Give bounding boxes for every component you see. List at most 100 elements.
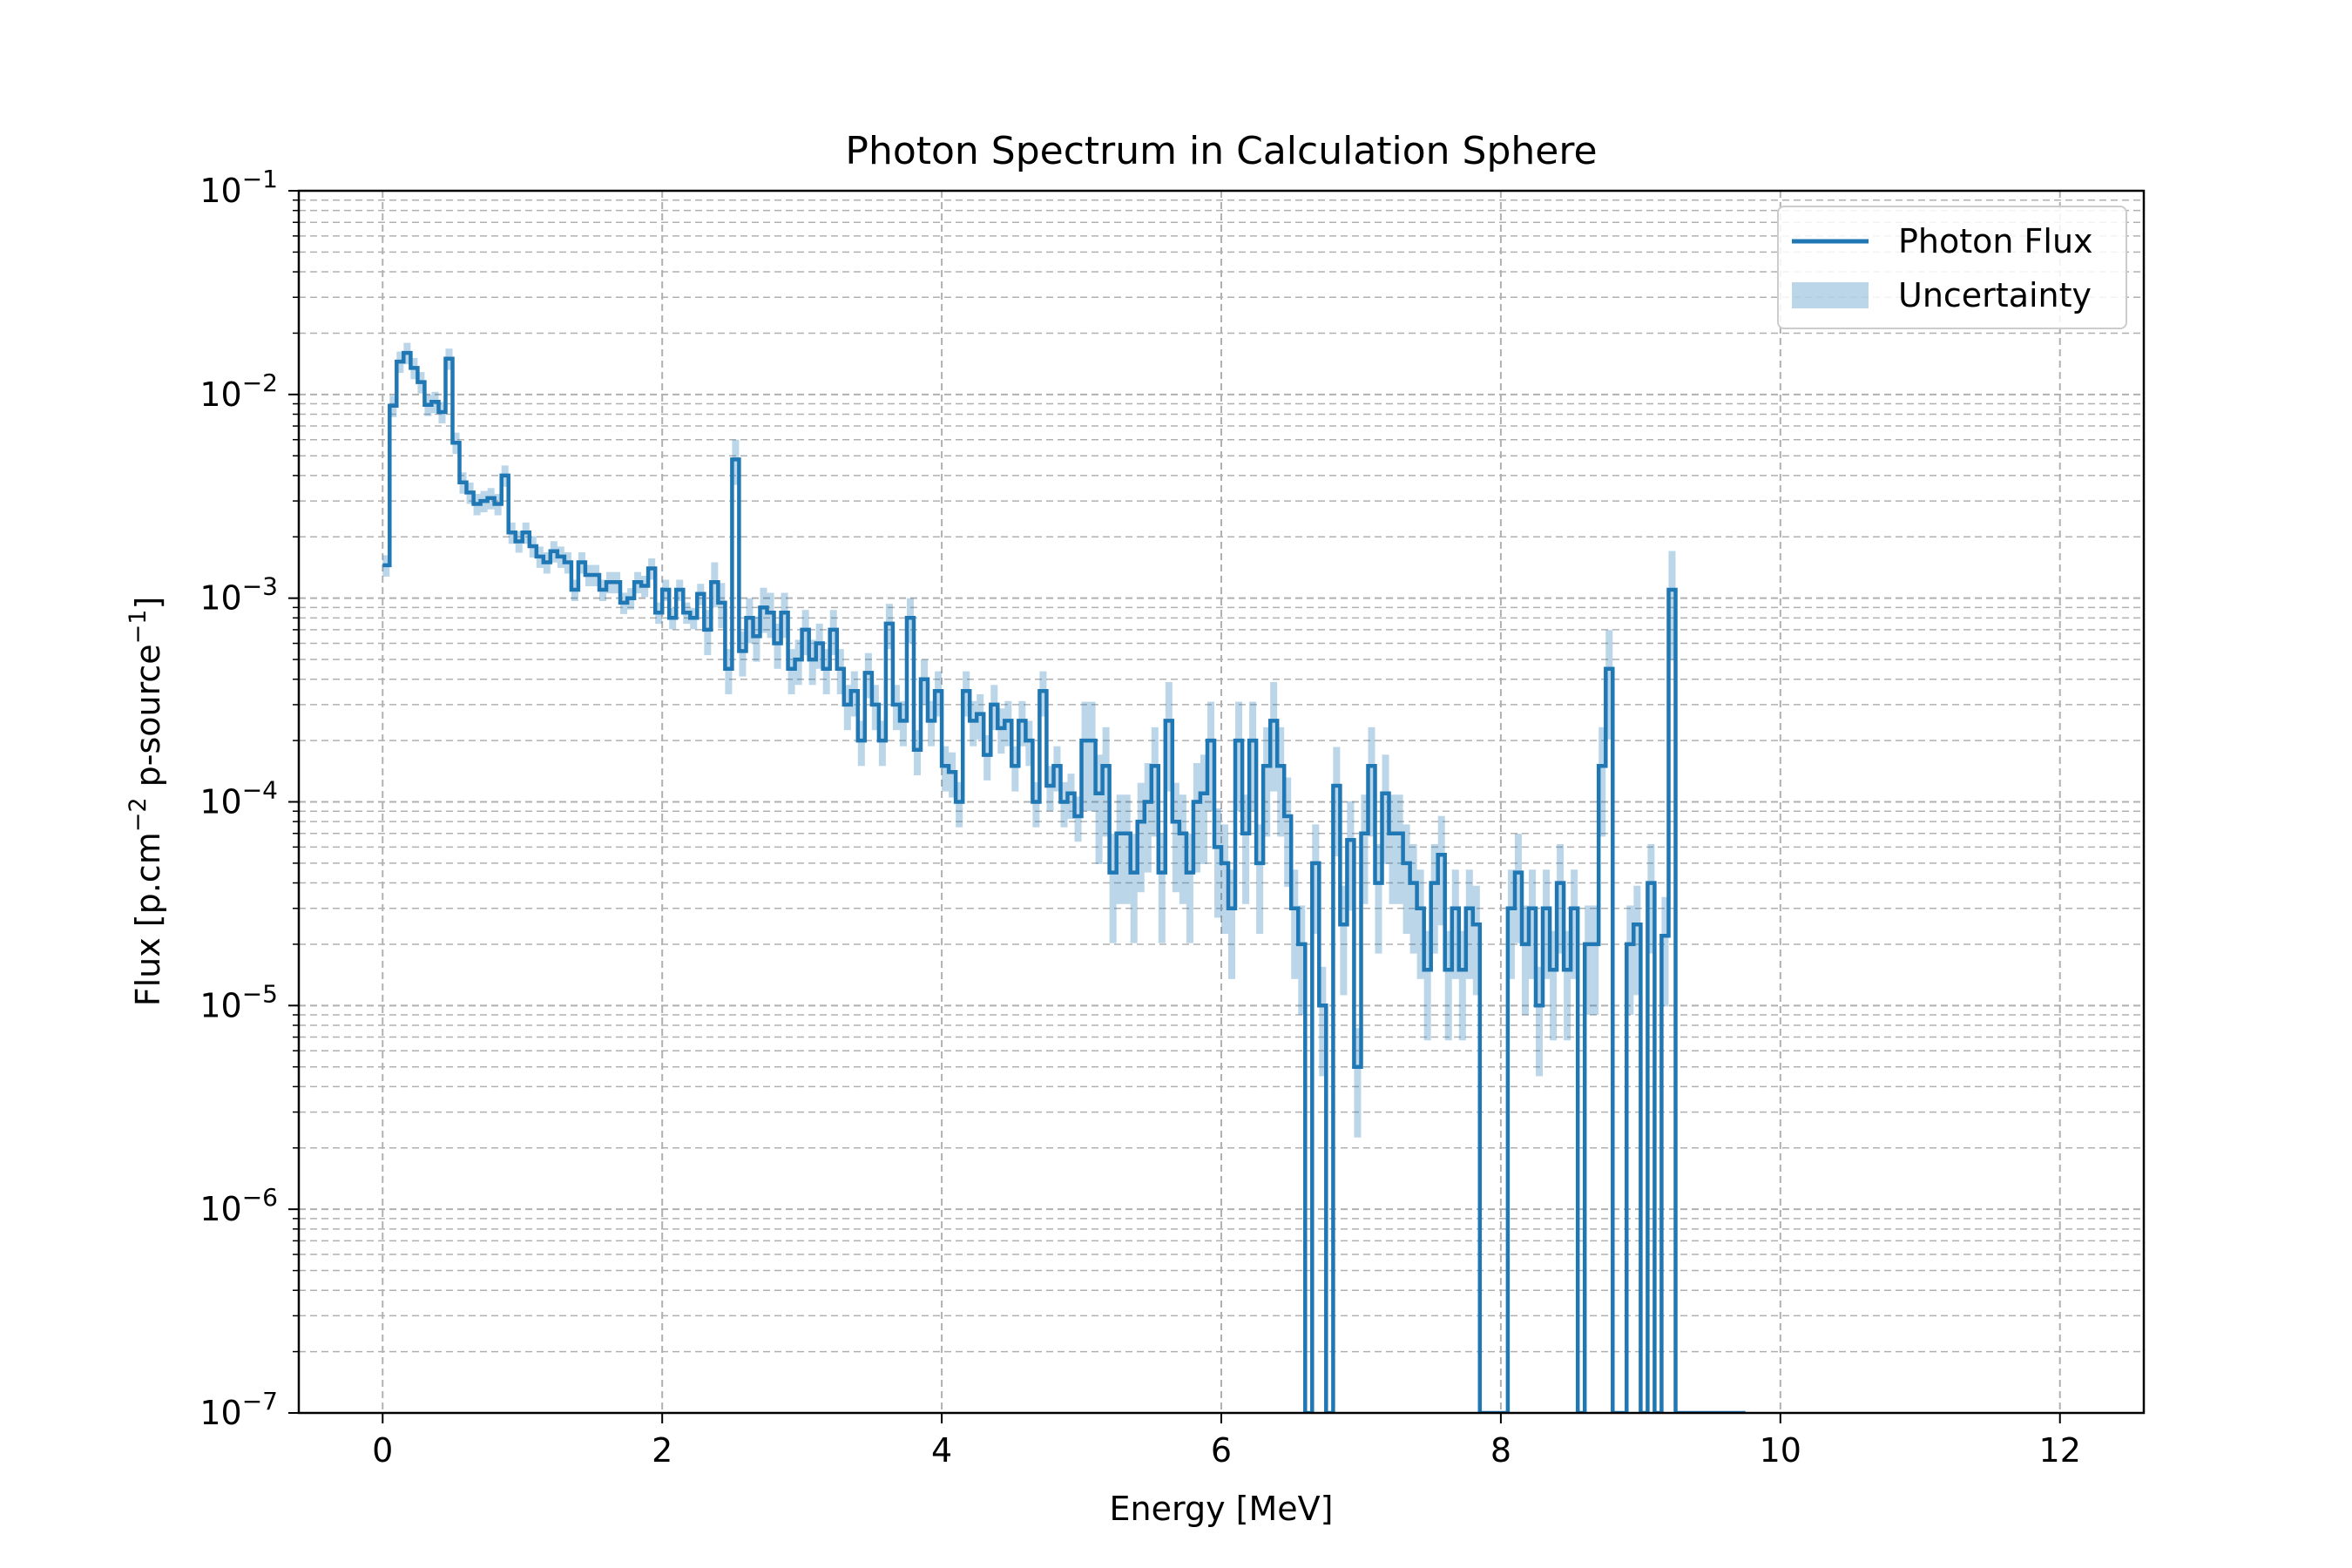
uncertainty-bin bbox=[1130, 834, 1138, 943]
uncertainty-bin bbox=[1633, 885, 1641, 996]
uncertainty-bin bbox=[1151, 727, 1159, 837]
uncertainty-bin bbox=[1465, 869, 1473, 979]
uncertainty-bin bbox=[732, 439, 740, 485]
uncertainty-bin bbox=[963, 671, 970, 717]
uncertainty-bin bbox=[871, 685, 879, 731]
photon-flux-series bbox=[382, 350, 1746, 1413]
uncertainty-bin bbox=[1396, 794, 1403, 904]
uncertainty-bin bbox=[1340, 885, 1348, 996]
uncertainty-bin bbox=[1382, 754, 1389, 864]
uncertainty-bin bbox=[1102, 727, 1110, 837]
uncertainty-bin bbox=[1605, 630, 1613, 740]
uncertainty-bin bbox=[1165, 681, 1173, 792]
uncertainty-bin bbox=[1521, 905, 1529, 1016]
uncertainty-bin bbox=[1123, 794, 1131, 904]
uncertainty-bin bbox=[1626, 905, 1634, 1016]
uncertainty-bin bbox=[1354, 1028, 1362, 1138]
uncertainty-bin bbox=[1319, 966, 1327, 1077]
y-tick-label: 10−5 bbox=[199, 979, 278, 1024]
uncertainty-bin bbox=[892, 685, 900, 731]
uncertainty-bin bbox=[1060, 781, 1068, 828]
uncertainty-bin bbox=[1312, 824, 1320, 934]
uncertainty-bin bbox=[1263, 727, 1271, 837]
uncertainty-bin bbox=[1144, 762, 1152, 873]
uncertainty-bin bbox=[1213, 808, 1221, 918]
legend-box bbox=[1777, 206, 2127, 329]
uncertainty-bin bbox=[1137, 782, 1145, 893]
uncertainty-bin bbox=[1172, 782, 1179, 893]
uncertainty-bin bbox=[1018, 700, 1026, 747]
uncertainty-bin bbox=[1423, 930, 1431, 1041]
uncertainty-bin bbox=[1235, 701, 1243, 812]
y-axis-label-exp1: −2 bbox=[125, 797, 152, 832]
uncertainty-bin bbox=[1536, 966, 1544, 1077]
uncertainty-bin bbox=[1004, 700, 1012, 747]
uncertainty-bin bbox=[1109, 834, 1117, 943]
uncertainty-bin bbox=[997, 708, 1005, 754]
uncertainty-bin bbox=[1179, 794, 1186, 904]
uncertainty-bin bbox=[1550, 930, 1558, 1041]
uncertainty-bin bbox=[739, 631, 747, 677]
uncertainty-bin bbox=[983, 734, 991, 781]
uncertainty-bin bbox=[1416, 869, 1424, 979]
uncertainty-bin bbox=[1647, 844, 1655, 954]
uncertainty-bin bbox=[829, 610, 837, 656]
x-axis-label: Energy [MeV] bbox=[1110, 1490, 1334, 1528]
uncertainty-bin bbox=[1585, 905, 1592, 1016]
uncertainty-bin bbox=[864, 652, 872, 699]
uncertainty-bin bbox=[808, 639, 816, 686]
uncertainty-bin bbox=[1409, 844, 1417, 954]
uncertainty-bin bbox=[822, 649, 830, 694]
uncertainty-bin bbox=[1039, 671, 1047, 717]
x-tick-label: 4 bbox=[931, 1431, 952, 1470]
uncertainty-bin bbox=[1256, 824, 1264, 934]
uncertainty-bin bbox=[906, 598, 914, 644]
y-tick-label: 10−2 bbox=[199, 368, 278, 414]
uncertainty-bin bbox=[1025, 720, 1033, 767]
uncertainty-bin bbox=[1095, 754, 1103, 864]
uncertainty-bin bbox=[885, 604, 893, 650]
uncertainty-bin bbox=[1158, 834, 1166, 943]
legend-photon-flux-label: Photon Flux bbox=[1898, 222, 2093, 260]
uncertainty-bin bbox=[1200, 754, 1207, 864]
photon-flux-line bbox=[382, 350, 1746, 1413]
uncertainty-band bbox=[382, 342, 1676, 1138]
uncertainty-bin bbox=[1458, 930, 1466, 1041]
uncertainty-bin bbox=[1661, 896, 1669, 1007]
uncertainty-bin bbox=[1437, 815, 1445, 926]
uncertainty-bin bbox=[1270, 681, 1278, 792]
uncertainty-bin bbox=[1206, 701, 1214, 812]
uncertainty-bin bbox=[921, 659, 929, 705]
uncertainty-bin bbox=[1430, 844, 1438, 954]
uncertainty-bin bbox=[1375, 844, 1382, 954]
legend: Photon Flux Uncertainty bbox=[1777, 206, 2127, 329]
uncertainty-bin bbox=[1088, 701, 1096, 812]
chart-title: Photon Spectrum in Calculation Sphere bbox=[845, 129, 1597, 173]
uncertainty-bin bbox=[1249, 701, 1257, 812]
legend-uncertainty-swatch bbox=[1792, 282, 1869, 308]
uncertainty-bin bbox=[1228, 869, 1236, 979]
uncertainty-bin bbox=[1298, 905, 1306, 1016]
uncertainty-bin bbox=[1333, 747, 1341, 857]
y-tick-label: 10−1 bbox=[199, 165, 278, 210]
y-axis-label-exp2: −1 bbox=[125, 610, 152, 645]
uncertainty-bin bbox=[753, 616, 760, 662]
x-tick-label: 2 bbox=[652, 1431, 672, 1470]
y-tick-label: 10−7 bbox=[199, 1387, 278, 1432]
uncertainty-bin bbox=[1543, 869, 1551, 979]
uncertainty-bin bbox=[1668, 551, 1676, 661]
uncertainty-bin bbox=[760, 587, 767, 633]
uncertainty-bin bbox=[1074, 796, 1082, 842]
uncertainty-bin bbox=[704, 610, 712, 656]
uncertainty-bin bbox=[1451, 869, 1459, 979]
uncertainty-bin bbox=[1557, 844, 1565, 954]
uncertainty-bin bbox=[1242, 794, 1250, 904]
uncertainty-bin bbox=[1368, 727, 1375, 837]
uncertainty-bin bbox=[787, 649, 795, 694]
uncertainty-bin bbox=[942, 746, 950, 792]
x-tick-label: 12 bbox=[2039, 1431, 2081, 1470]
uncertainty-bin bbox=[836, 649, 844, 694]
uncertainty-bin bbox=[781, 592, 788, 639]
uncertainty-bin bbox=[935, 671, 943, 717]
